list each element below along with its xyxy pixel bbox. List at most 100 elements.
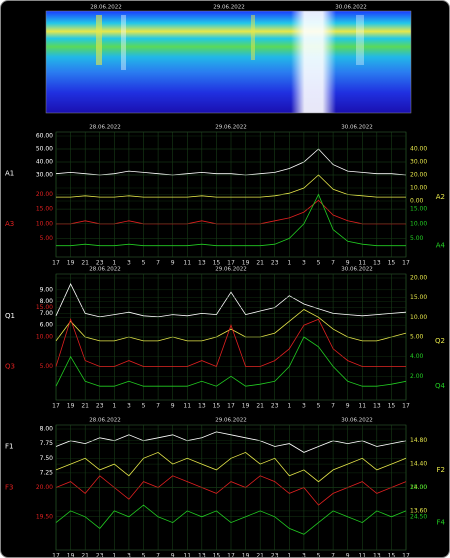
series-name: Q4 xyxy=(435,382,446,390)
series-name: A4 xyxy=(436,242,446,250)
series-name: A1 xyxy=(5,170,14,178)
y-tick-label: 2.00 xyxy=(410,373,424,380)
y-tick-label: 25.00 xyxy=(410,484,427,491)
series-line xyxy=(55,451,407,483)
x-tick-label: 1 xyxy=(112,260,116,267)
x-tick-label: 17 xyxy=(52,553,60,558)
x-tick-label: 13 xyxy=(373,260,381,267)
x-tick-label: 21 xyxy=(256,553,264,558)
y-tick-label: 6.00 xyxy=(40,322,54,329)
x-tick-label: 11 xyxy=(358,260,366,267)
x-tick-label: 5 xyxy=(142,403,146,410)
series-name: Q2 xyxy=(435,337,445,345)
y-tick-label: 14.40 xyxy=(410,461,427,468)
x-tick-label: 19 xyxy=(67,260,75,267)
x-tick-label: 21 xyxy=(256,260,264,267)
panel: 17 19 21 23 1 3 5 7 9 11 13 15 17 19 21 23 1 3 5 7 9 11 13 15 17… xyxy=(5,125,446,267)
x-tick-label: 9 xyxy=(171,403,175,410)
y-tick-label: 14.00 xyxy=(410,484,427,491)
x-tick-label: 5 xyxy=(317,260,321,267)
x-tick-label: 19 xyxy=(242,260,250,267)
x-tick-label: 5 xyxy=(142,553,146,558)
y-tick-label: 40.00 xyxy=(410,146,427,153)
series-name: Q1 xyxy=(5,312,15,320)
x-tick-label: 13 xyxy=(373,553,381,558)
x-tick-label: 7 xyxy=(331,403,335,410)
y-tick-label: 9.00 xyxy=(40,286,54,293)
x-tick-label: 15 xyxy=(213,260,221,267)
x-tick-label: 15 xyxy=(388,553,396,558)
date-label: 29.06.2022 xyxy=(215,418,247,424)
x-tick-label: 3 xyxy=(302,553,306,558)
x-tick-label: 17 xyxy=(402,260,410,267)
y-tick-label: 0.00 xyxy=(410,198,424,205)
y-tick-label: 10.00 xyxy=(36,334,53,341)
x-tick-label: 11 xyxy=(358,403,366,410)
x-tick-label: 1 xyxy=(112,553,116,558)
x-tick-label: 5 xyxy=(142,260,146,267)
series-line xyxy=(56,193,406,247)
x-tick-label: 23 xyxy=(96,553,104,558)
x-tick-label: 9 xyxy=(171,260,175,267)
x-tick-label: 7 xyxy=(331,553,335,558)
y-tick-label: 5.00 xyxy=(410,334,424,341)
spectrogram-stripe xyxy=(251,15,255,60)
spectrogram-burst xyxy=(291,11,336,113)
date-label: 29.06.2022 xyxy=(215,267,247,273)
y-tick-label: 60.00 xyxy=(36,133,53,140)
x-tick-label: 1 xyxy=(287,553,291,558)
y-tick-label: 50.00 xyxy=(36,146,53,153)
x-tick-label: 9 xyxy=(346,553,350,558)
y-tick-label: 7.00 xyxy=(40,310,54,317)
y-tick-label: 10.00 xyxy=(410,314,427,321)
series-name: A3 xyxy=(5,220,14,228)
x-tick-label: 15 xyxy=(388,260,396,267)
x-tick-label: 13 xyxy=(198,260,206,267)
date-label: 28.06.2022 xyxy=(89,267,121,273)
y-tick-label: 30.00 xyxy=(36,172,53,179)
date-label: 30.06.2022 xyxy=(341,418,373,424)
y-tick-label: 10.00 xyxy=(410,220,427,227)
series-line xyxy=(55,336,407,387)
x-tick-label: 19 xyxy=(67,403,75,410)
y-tick-label: 20.00 xyxy=(410,172,427,179)
y-tick-label: 24.50 xyxy=(410,513,427,520)
spectrogram-date: 28.06.2022 xyxy=(90,5,122,11)
spectrogram: 28.06.2022 29.06.2022 30.06.2022 xyxy=(45,5,412,114)
x-tick-label: 3 xyxy=(302,403,306,410)
y-tick-label: 15.00 xyxy=(410,294,427,301)
spectrogram-image xyxy=(46,11,411,113)
y-tick-label: 7.50 xyxy=(40,455,54,462)
spectrogram-border xyxy=(45,10,412,114)
x-tick-label: 13 xyxy=(373,403,381,410)
x-tick-label: 23 xyxy=(271,403,279,410)
x-tick-label: 9 xyxy=(171,553,175,558)
x-tick-label: 9 xyxy=(346,260,350,267)
y-tick-label: 8.00 xyxy=(40,426,54,433)
x-tick-label: 21 xyxy=(81,553,89,558)
x-tick-label: 3 xyxy=(127,260,131,267)
x-tick-label: 9 xyxy=(346,403,350,410)
x-tick-label: 19 xyxy=(242,553,250,558)
x-tick-label: 17 xyxy=(52,260,60,267)
x-tick-label: 21 xyxy=(81,403,89,410)
x-tick-label: 7 xyxy=(331,260,335,267)
x-tick-label: 7 xyxy=(156,553,160,558)
x-tick-label: 11 xyxy=(183,403,191,410)
panel: 17 19 21 23 1 3 5 7 9 11 13 15 17 19 21 23 1 3 5 7 9 11 13 15 17… xyxy=(5,267,446,410)
spectrogram-stripe xyxy=(356,15,364,65)
y-tick-label: 10.00 xyxy=(410,185,427,192)
y-tick-label: 19.50 xyxy=(36,513,53,520)
y-tick-label: 7.75 xyxy=(40,440,54,447)
x-tick-label: 3 xyxy=(302,260,306,267)
y-tick-label: 20.00 xyxy=(36,484,53,491)
y-tick-label: 5.00 xyxy=(40,363,54,370)
x-tick-label: 15 xyxy=(388,403,396,410)
y-tick-label: 14.80 xyxy=(410,437,427,444)
x-tick-label: 23 xyxy=(271,260,279,267)
x-tick-label: 3 xyxy=(127,403,131,410)
x-tick-label: 11 xyxy=(358,553,366,558)
y-tick-label: 13.60 xyxy=(410,507,427,514)
